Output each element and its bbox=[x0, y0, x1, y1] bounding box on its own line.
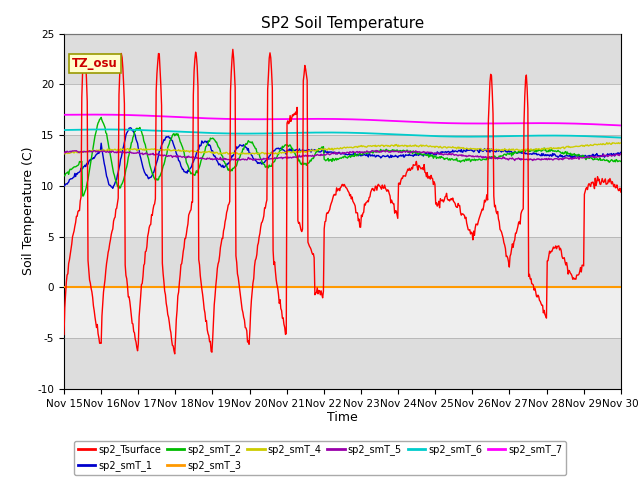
sp2_smT_3 bbox=[70, 285, 78, 290]
sp2_smT_7 bbox=[70, 112, 78, 118]
sp2_smT_1 bbox=[127, 125, 134, 131]
sp2_smT_4 bbox=[428, 144, 435, 149]
sp2_smT_4 bbox=[214, 150, 221, 156]
sp2_Tsurface bbox=[214, 261, 222, 267]
Text: TZ_osu: TZ_osu bbox=[72, 57, 118, 70]
sp2_smT_6 bbox=[128, 127, 136, 132]
sp2_smT_3 bbox=[617, 285, 625, 290]
sp2_smT_4 bbox=[603, 140, 611, 145]
sp2_smT_5 bbox=[184, 155, 192, 160]
sp2_smT_2 bbox=[60, 173, 68, 179]
sp2_smT_2 bbox=[617, 158, 625, 164]
sp2_smT_6 bbox=[617, 135, 625, 141]
X-axis label: Time: Time bbox=[327, 411, 358, 424]
sp2_smT_2 bbox=[428, 153, 436, 159]
sp2_smT_6 bbox=[428, 133, 435, 139]
sp2_smT_7 bbox=[617, 122, 625, 128]
sp2_Tsurface bbox=[60, 332, 68, 337]
sp2_smT_1 bbox=[129, 128, 137, 133]
Line: sp2_smT_5: sp2_smT_5 bbox=[64, 150, 621, 160]
sp2_smT_1 bbox=[215, 162, 223, 168]
sp2_smT_1 bbox=[412, 151, 419, 156]
sp2_smT_1 bbox=[60, 183, 68, 189]
sp2_smT_4 bbox=[411, 142, 419, 148]
sp2_smT_5 bbox=[70, 148, 78, 154]
Line: sp2_Tsurface: sp2_Tsurface bbox=[64, 49, 621, 354]
sp2_Tsurface bbox=[171, 351, 179, 357]
sp2_smT_1 bbox=[428, 150, 436, 156]
sp2_smT_4 bbox=[617, 140, 625, 146]
sp2_smT_3 bbox=[426, 285, 434, 290]
Line: sp2_smT_2: sp2_smT_2 bbox=[64, 118, 621, 196]
sp2_Tsurface bbox=[428, 175, 436, 181]
sp2_smT_3 bbox=[410, 285, 418, 290]
Legend: sp2_Tsurface, sp2_smT_1, sp2_smT_2, sp2_smT_3, sp2_smT_4, sp2_smT_5, sp2_smT_6, : sp2_Tsurface, sp2_smT_1, sp2_smT_2, sp2_… bbox=[74, 441, 566, 475]
sp2_smT_4 bbox=[127, 146, 135, 152]
sp2_smT_1 bbox=[70, 174, 78, 180]
sp2_smT_2 bbox=[186, 168, 193, 173]
sp2_smT_1 bbox=[186, 167, 193, 172]
Bar bbox=[64, 84, 621, 135]
sp2_smT_7 bbox=[185, 115, 193, 120]
sp2_smT_1 bbox=[617, 149, 625, 155]
sp2_smT_5 bbox=[617, 151, 625, 157]
sp2_smT_6 bbox=[185, 129, 193, 135]
sp2_smT_5 bbox=[383, 147, 391, 153]
sp2_smT_2 bbox=[215, 145, 223, 151]
sp2_smT_5 bbox=[511, 157, 518, 163]
sp2_smT_4 bbox=[235, 152, 243, 157]
sp2_smT_3 bbox=[184, 285, 192, 290]
Y-axis label: Soil Temperature (C): Soil Temperature (C) bbox=[22, 147, 35, 276]
Bar bbox=[64, 288, 621, 338]
sp2_Tsurface bbox=[617, 189, 625, 195]
sp2_smT_7 bbox=[128, 112, 136, 118]
sp2_smT_6 bbox=[214, 131, 222, 136]
sp2_smT_6 bbox=[60, 127, 68, 133]
sp2_smT_3 bbox=[127, 285, 135, 290]
sp2_smT_7 bbox=[90, 112, 97, 118]
sp2_Tsurface bbox=[412, 162, 419, 168]
sp2_smT_6 bbox=[101, 127, 109, 132]
sp2_smT_2 bbox=[97, 115, 105, 120]
sp2_smT_5 bbox=[411, 149, 419, 155]
Line: sp2_smT_4: sp2_smT_4 bbox=[64, 143, 621, 155]
sp2_smT_5 bbox=[214, 156, 221, 161]
sp2_Tsurface bbox=[127, 313, 135, 319]
sp2_smT_3 bbox=[214, 285, 221, 290]
sp2_smT_7 bbox=[214, 116, 222, 121]
Line: sp2_smT_1: sp2_smT_1 bbox=[64, 128, 621, 188]
sp2_smT_6 bbox=[411, 132, 419, 138]
Title: SP2 Soil Temperature: SP2 Soil Temperature bbox=[260, 16, 424, 31]
sp2_smT_4 bbox=[60, 151, 68, 156]
sp2_smT_2 bbox=[129, 134, 137, 140]
sp2_smT_5 bbox=[428, 149, 435, 155]
sp2_smT_6 bbox=[70, 127, 78, 132]
Line: sp2_smT_7: sp2_smT_7 bbox=[64, 115, 621, 125]
sp2_smT_1 bbox=[109, 185, 116, 191]
sp2_smT_5 bbox=[60, 149, 68, 155]
Line: sp2_smT_6: sp2_smT_6 bbox=[64, 130, 621, 138]
sp2_smT_2 bbox=[70, 164, 78, 170]
sp2_Tsurface bbox=[185, 212, 193, 218]
sp2_Tsurface bbox=[70, 228, 78, 234]
sp2_Tsurface bbox=[229, 47, 237, 52]
sp2_smT_5 bbox=[127, 150, 135, 156]
sp2_smT_2 bbox=[79, 193, 87, 199]
sp2_smT_7 bbox=[411, 119, 419, 125]
sp2_smT_7 bbox=[428, 120, 435, 125]
sp2_smT_4 bbox=[184, 148, 192, 154]
sp2_smT_3 bbox=[60, 285, 68, 290]
Bar bbox=[64, 186, 621, 237]
sp2_smT_4 bbox=[70, 150, 78, 156]
sp2_smT_7 bbox=[60, 112, 68, 118]
sp2_smT_2 bbox=[412, 150, 419, 156]
